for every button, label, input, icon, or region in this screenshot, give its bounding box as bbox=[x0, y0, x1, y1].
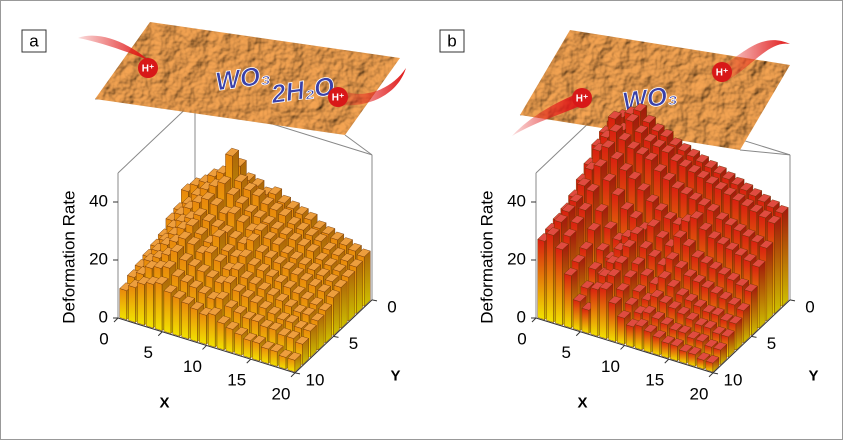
connector-line bbox=[345, 135, 372, 155]
bar-face bbox=[555, 248, 562, 326]
y-axis-title: Y bbox=[808, 367, 818, 384]
x-tick bbox=[203, 345, 207, 349]
x-tick bbox=[114, 318, 118, 322]
bar-face bbox=[146, 282, 153, 328]
x-tick bbox=[532, 318, 536, 322]
bar-face bbox=[767, 242, 773, 320]
bar-face bbox=[591, 288, 598, 337]
y-tick bbox=[334, 336, 339, 337]
bar-face bbox=[635, 325, 642, 350]
bar-face bbox=[182, 302, 189, 339]
z-tick-label: 40 bbox=[507, 191, 526, 210]
x-tick-label: 10 bbox=[183, 357, 202, 376]
bar-face bbox=[199, 313, 206, 344]
ion-label: H⁺ bbox=[716, 68, 729, 79]
bar-face bbox=[573, 300, 580, 331]
panel-label: a bbox=[29, 31, 39, 50]
bar-face bbox=[137, 282, 144, 325]
z-tick-label: 20 bbox=[507, 249, 526, 268]
ion-label: H⁺ bbox=[332, 93, 345, 104]
bar-face bbox=[759, 261, 765, 328]
bar-face bbox=[600, 287, 607, 339]
ion-label: H⁺ bbox=[142, 64, 155, 75]
x-axis-title: X bbox=[159, 394, 169, 411]
bar-face bbox=[349, 271, 355, 320]
bar-face bbox=[326, 305, 332, 343]
y-tick-label: 5 bbox=[349, 334, 358, 353]
bar-face bbox=[744, 305, 750, 343]
y-tick-label: 10 bbox=[724, 370, 743, 389]
bar-face bbox=[164, 291, 171, 334]
figure: a02040051015200510Deformation RateXYWO₃2… bbox=[0, 0, 843, 440]
bar-face bbox=[341, 282, 347, 329]
x-tick bbox=[665, 359, 669, 363]
bar-face bbox=[617, 316, 624, 344]
x-tick-label: 20 bbox=[272, 384, 291, 403]
x-tick-label: 5 bbox=[144, 343, 153, 362]
x-tick bbox=[291, 373, 295, 377]
y-tick-label: 5 bbox=[767, 334, 776, 353]
bar-face bbox=[235, 333, 242, 356]
y-tick bbox=[752, 336, 757, 337]
bar-face bbox=[129, 286, 136, 323]
bar-face bbox=[626, 325, 633, 348]
bar-face bbox=[244, 339, 251, 359]
x-tick-label: 20 bbox=[690, 384, 709, 403]
bar-face bbox=[270, 350, 277, 367]
bar-face bbox=[582, 308, 589, 333]
x-tick bbox=[621, 345, 625, 349]
x-tick-label: 15 bbox=[227, 371, 246, 390]
z-axis-title: Deformation Rate bbox=[59, 190, 78, 323]
y-tick bbox=[372, 300, 377, 301]
y-tick bbox=[713, 373, 718, 374]
bar-face bbox=[538, 239, 545, 320]
y-tick bbox=[295, 373, 300, 374]
bar-face bbox=[670, 344, 677, 361]
bar-face bbox=[644, 330, 651, 353]
y-tick bbox=[790, 300, 795, 301]
bar-face bbox=[155, 282, 162, 331]
bar-face bbox=[217, 322, 224, 350]
x-tick bbox=[576, 332, 580, 336]
x-tick-label: 0 bbox=[517, 329, 526, 348]
bar-face bbox=[662, 342, 669, 359]
y-tick-label: 10 bbox=[306, 370, 325, 389]
z-axis-title: Deformation Rate bbox=[477, 190, 496, 323]
bar-face bbox=[357, 261, 363, 313]
z-tick-label: 20 bbox=[89, 249, 108, 268]
bar-face bbox=[751, 286, 757, 335]
z-tick-label: 0 bbox=[99, 307, 108, 326]
bar-face bbox=[564, 274, 571, 328]
y-tick-label: 0 bbox=[387, 297, 396, 316]
x-tick bbox=[709, 373, 713, 377]
bar-face bbox=[364, 251, 370, 306]
z-tick-label: 40 bbox=[89, 191, 108, 210]
x-tick bbox=[158, 332, 162, 336]
x-axis-title: X bbox=[577, 394, 587, 411]
x-tick bbox=[247, 359, 251, 363]
panel-label: b bbox=[447, 31, 456, 50]
ion-label: H⁺ bbox=[576, 94, 589, 105]
bar-face bbox=[653, 336, 660, 356]
z-tick-label: 0 bbox=[517, 307, 526, 326]
bar-face bbox=[173, 296, 180, 336]
x-tick-label: 15 bbox=[645, 371, 664, 390]
bar-face bbox=[191, 308, 198, 342]
bar-face bbox=[775, 218, 781, 314]
y-tick-label: 0 bbox=[805, 297, 814, 316]
bar-face bbox=[120, 289, 127, 320]
bar-face bbox=[547, 233, 554, 322]
bar-face bbox=[261, 347, 268, 364]
bar-face bbox=[208, 313, 215, 347]
bar-face bbox=[609, 302, 616, 342]
y-axis-title: Y bbox=[390, 367, 400, 384]
x-tick-label: 5 bbox=[562, 343, 571, 362]
bar-face bbox=[333, 292, 339, 336]
x-tick-label: 0 bbox=[99, 329, 108, 348]
bar-face bbox=[782, 208, 788, 307]
bar-face bbox=[252, 341, 259, 361]
bar-face bbox=[226, 327, 233, 352]
x-tick-label: 10 bbox=[601, 357, 620, 376]
